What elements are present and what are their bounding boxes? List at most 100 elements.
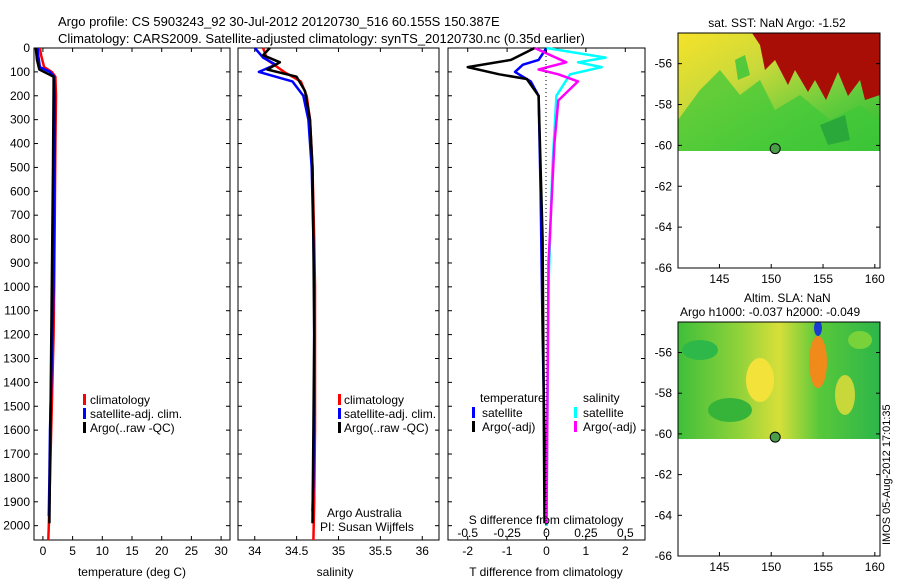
- lat-tick-label: -62: [655, 179, 673, 193]
- depth-tick-label: 1600: [3, 423, 30, 437]
- x-tick-label: 10: [96, 544, 110, 558]
- x-tick-label: 34: [248, 544, 262, 558]
- lon-tick-label: 155: [813, 272, 833, 286]
- series-line-satellite-adj-clim-: [253, 47, 316, 512]
- salinity-ticks: 34 34.5 35 35.5 36: [238, 47, 439, 558]
- x-tick-label: 34.5: [285, 544, 309, 558]
- sla-argo-position-marker: [769, 431, 781, 443]
- sla-map-field: [678, 322, 880, 439]
- legend-argo: Argo(..raw -QC): [90, 421, 175, 435]
- s-diff-tick-label: 0.5: [617, 526, 634, 540]
- temperature-series: [34, 47, 58, 541]
- figure-title-line2: Climatology: CARS2009. Satellite-adjuste…: [58, 31, 585, 46]
- tdiff-xlabel: T difference from climatology: [469, 565, 623, 579]
- depth-tick-label: 1000: [3, 280, 30, 294]
- legend-argo: Argo(..raw -QC): [344, 421, 429, 435]
- legend-swatch-t-satellite: [472, 407, 475, 418]
- depth-tick-label: 600: [10, 184, 30, 198]
- difference-series: [466, 46, 607, 526]
- depth-tick-label: 300: [10, 113, 30, 127]
- x-tick-label: 2: [622, 544, 629, 558]
- difference-ticks: -2 -1 0 1 2 -0.5 -0.25 0 0.25 0.5: [448, 47, 645, 558]
- depth-tick-label: 1400: [3, 375, 30, 389]
- annotation-argo-australia: Argo Australia: [327, 506, 402, 520]
- depth-tick-label: 1700: [3, 447, 30, 461]
- lat-tick-label: -56: [655, 346, 673, 360]
- lon-tick-label: 150: [761, 560, 781, 574]
- x-tick-label: 5: [69, 544, 76, 558]
- legend-swatch-climatology: [338, 394, 341, 405]
- series-line-argo-raw-qc-: [34, 47, 55, 524]
- depth-tick-label: 400: [10, 137, 30, 151]
- temperature-ticks: 0100200300400500600700800900100011001200…: [3, 41, 230, 558]
- lon-tick-label: 155: [813, 560, 833, 574]
- x-tick-label: 35: [332, 544, 346, 558]
- x-tick-label: 0: [543, 544, 550, 558]
- sla-map-subtitle: Argo h1000: -0.037 h2000: -0.049: [680, 305, 860, 319]
- x-tick-label: 20: [155, 544, 169, 558]
- difference-legend: temperature satellite Argo(-adj) salinit…: [472, 391, 636, 434]
- lat-tick-label: -64: [655, 220, 673, 234]
- x-tick-label: -2: [462, 544, 473, 558]
- temperature-xlabel: temperature (deg C): [78, 565, 186, 579]
- s-diff-tick-label: -0.5: [457, 526, 478, 540]
- depth-tick-label: 1200: [3, 328, 30, 342]
- series-line-argo-adj-: [534, 46, 580, 524]
- s-diff-tick-label: 0.25: [574, 526, 598, 540]
- x-tick-label: 35.5: [369, 544, 393, 558]
- x-tick-label: 36: [416, 544, 430, 558]
- lat-tick-label: -66: [655, 261, 673, 275]
- temperature-legend: climatology satellite-adj. clim. Argo(..…: [83, 393, 182, 435]
- sla-map-frame: [677, 321, 881, 557]
- sla-map-ticks: -56 -58 -60 -62 -64 -66 145 150 155 160: [655, 346, 885, 574]
- lat-tick-label: -64: [655, 508, 673, 522]
- salinity-xlabel: salinity: [317, 565, 354, 579]
- figure-title-line1: Argo profile: CS 5903243_92 30-Jul-2012 …: [58, 14, 500, 29]
- legend-satellite: satellite-adj. clim.: [90, 407, 182, 421]
- timestamp-stamp: IMOS 05-Aug-2012 17:01:35: [881, 404, 893, 545]
- series-line-argo-adj-: [466, 46, 546, 524]
- legend-swatch-satellite: [83, 408, 86, 419]
- depth-tick-label: 2000: [3, 519, 30, 533]
- legend-climatology: climatology: [344, 393, 404, 407]
- lat-tick-label: -66: [655, 549, 673, 563]
- legend-swatch-t-argo: [472, 421, 475, 432]
- depth-tick-label: 1900: [3, 495, 30, 509]
- lat-tick-label: -62: [655, 468, 673, 482]
- lon-tick-label: 160: [865, 560, 885, 574]
- legend-s-satellite: satellite: [583, 406, 624, 420]
- salinity-axes: [237, 47, 440, 541]
- legend-t-satellite: satellite: [482, 406, 523, 420]
- lon-tick-label: 160: [865, 272, 885, 286]
- legend-swatch-climatology: [83, 394, 86, 405]
- depth-tick-label: 200: [10, 89, 30, 103]
- depth-tick-label: 1300: [3, 351, 30, 365]
- sst-map-field: [678, 33, 880, 151]
- depth-tick-label: 500: [10, 160, 30, 174]
- depth-tick-label: 700: [10, 208, 30, 222]
- s-diff-tick-label: 0: [543, 526, 550, 540]
- legend-s-argo: Argo(-adj): [583, 420, 636, 434]
- depth-tick-label: 1500: [3, 399, 30, 413]
- legend-swatch-argo: [338, 422, 341, 433]
- x-tick-label: -1: [502, 544, 513, 558]
- legend-swatch-s-satellite: [574, 407, 577, 418]
- legend-swatch-satellite: [338, 408, 341, 419]
- depth-tick-label: 1100: [4, 304, 30, 318]
- lat-tick-label: -58: [655, 386, 673, 400]
- lon-tick-label: 150: [761, 272, 781, 286]
- lat-tick-label: -60: [655, 427, 673, 441]
- sst-map-frame: [677, 32, 881, 269]
- x-tick-label: 0: [40, 544, 47, 558]
- x-tick-label: 1: [583, 544, 590, 558]
- legend-climatology: climatology: [90, 393, 150, 407]
- lat-tick-label: -60: [655, 138, 673, 152]
- sla-map-title: Altim. SLA: NaN: [744, 291, 831, 305]
- salinity-legend: climatology satellite-adj. clim. Argo(..…: [320, 393, 436, 534]
- depth-tick-label: 100: [10, 65, 30, 79]
- temperature-axes: [33, 47, 231, 541]
- series-line-climatology: [261, 47, 317, 541]
- salinity-series: [253, 47, 317, 541]
- x-tick-label: 15: [125, 544, 139, 558]
- legend-group-salinity: salinity: [583, 391, 620, 405]
